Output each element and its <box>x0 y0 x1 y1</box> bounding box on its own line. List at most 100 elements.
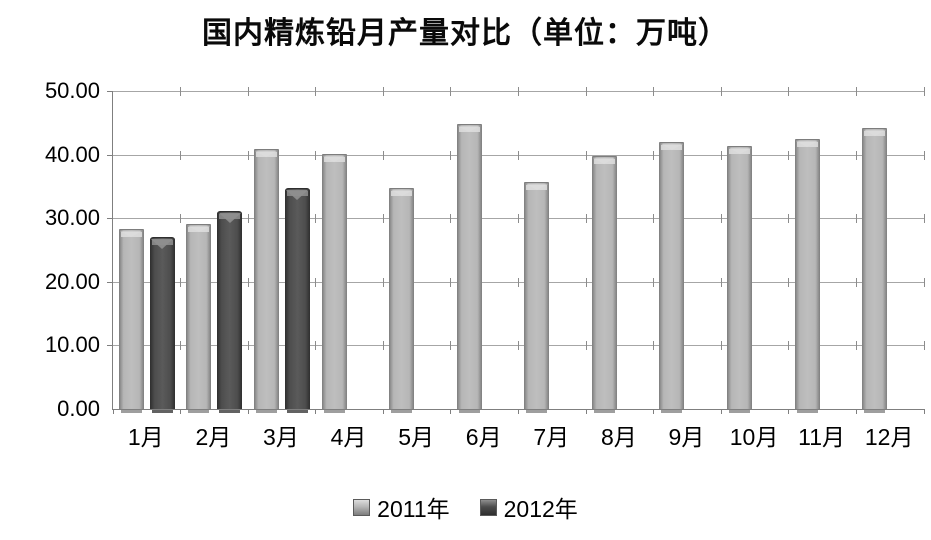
gridline-category-tick <box>653 214 655 224</box>
bar-2011年-12月 <box>862 128 888 413</box>
gridline-category-tick <box>788 150 790 160</box>
bar-2011年-5月 <box>389 187 415 413</box>
bar-foot-shadow <box>864 410 886 413</box>
gridline-category-tick <box>180 277 182 287</box>
x-axis-label: 9月 <box>668 424 705 450</box>
x-axis-tick <box>450 409 452 414</box>
bar-2011年-1月 <box>118 229 144 413</box>
legend-item-2011年: 2011年 <box>353 490 450 524</box>
gridline-category-tick <box>247 214 249 224</box>
gridline-category-tick <box>653 87 655 96</box>
y-axis-tick <box>107 91 112 92</box>
gridline-category-tick <box>315 341 317 351</box>
bar-2011年-7月 <box>524 181 550 413</box>
bar-2011年-6月 <box>456 123 482 413</box>
x-axis-label: 8月 <box>600 424 637 450</box>
gridline-category-tick <box>518 214 519 224</box>
gridline-category-tick <box>653 150 655 160</box>
x-axis-label: 4月 <box>330 424 367 450</box>
gridline-category-tick <box>450 150 452 160</box>
legend: 2011年 2012年 <box>0 490 931 524</box>
bar-2011年-4月 <box>321 153 347 413</box>
x-axis-tick <box>855 409 857 414</box>
legend-label: 2011年 <box>377 496 450 522</box>
bar-2011年-10月 <box>727 145 753 413</box>
bar-top-chevron <box>525 183 548 190</box>
gridline-category-tick <box>720 341 722 351</box>
gridline-category-tick <box>720 214 722 224</box>
x-axis-label: 7月 <box>533 424 570 450</box>
y-axis-label: 10.00 <box>44 332 100 358</box>
gridline-category-tick <box>855 214 857 224</box>
y-axis-label: 50.00 <box>44 78 100 103</box>
bar-foot-shadow <box>286 410 308 413</box>
bar-foot-shadow <box>391 410 413 413</box>
bar-top-chevron <box>286 189 309 200</box>
gridline-category-tick <box>315 214 317 224</box>
gridline-category-tick <box>382 150 384 160</box>
bar-top-chevron <box>218 213 241 224</box>
gridline-category-tick <box>855 341 857 351</box>
x-axis-label: 5月 <box>398 424 435 450</box>
gridline-category-tick <box>720 87 722 96</box>
bar-2011年-2月 <box>186 223 212 413</box>
x-axis-label: 12月 <box>864 424 914 450</box>
bar-foot-shadow <box>255 410 277 413</box>
gridline-category-tick <box>315 150 317 160</box>
x-axis-tick <box>180 409 182 414</box>
plot-area <box>107 87 925 414</box>
bar-top-chevron <box>458 125 481 132</box>
x-axis-tick <box>382 409 384 414</box>
gridline-category-tick <box>247 277 249 287</box>
gridline-category-tick <box>450 341 452 351</box>
y-axis-tick <box>107 281 112 283</box>
x-axis-label: 2月 <box>195 424 232 450</box>
x-axis-tick <box>315 409 317 414</box>
gridline-category-tick <box>788 341 790 351</box>
legend-swatch <box>353 498 371 516</box>
gridline-category-tick <box>855 87 857 96</box>
x-axis-label: 10月 <box>729 424 779 450</box>
x-axis-tick <box>518 409 519 414</box>
x-axis-tick <box>788 409 790 414</box>
gridline-category-tick <box>315 277 317 287</box>
bar-foot-shadow <box>526 410 548 413</box>
bar-top-chevron <box>187 225 210 232</box>
gridline-category-tick <box>518 87 519 96</box>
bar-top-chevron <box>593 158 616 165</box>
x-axis-label: 6月 <box>465 424 502 450</box>
bar-2011年-11月 <box>794 138 820 413</box>
x-axis-tick <box>653 409 655 414</box>
gridline-category-tick <box>382 277 384 287</box>
bar-2012年-3月 <box>284 187 310 413</box>
x-axis-label: 3月 <box>263 424 299 450</box>
gridline-category-tick <box>855 277 857 287</box>
gridline-category-tick <box>450 214 452 224</box>
bar-foot-shadow <box>458 410 480 413</box>
bar-foot-shadow <box>729 410 751 413</box>
gridline-category-tick <box>180 341 182 351</box>
gridline-category-tick <box>382 214 384 224</box>
x-axis-tick <box>923 409 925 414</box>
gridline-category-tick <box>585 277 587 287</box>
bar-foot-shadow <box>219 410 241 413</box>
bar-top-chevron <box>151 238 174 249</box>
chart-title: 国内精炼铅月产量对比（单位：万吨） <box>202 16 729 51</box>
bar-top-chevron <box>796 140 819 147</box>
bar-top-chevron <box>660 144 683 151</box>
y-axis-tick <box>107 154 112 156</box>
x-axis-tick <box>247 409 249 414</box>
gridline-category-tick <box>585 150 587 160</box>
gridline-category-tick <box>382 341 384 351</box>
gridline-category-tick <box>585 87 587 96</box>
gridline-category-tick <box>518 277 519 287</box>
gridline-category-tick <box>923 214 925 224</box>
y-axis-tick <box>107 345 112 347</box>
y-axis-label: 20.00 <box>44 268 100 294</box>
gridline-category-tick <box>788 87 790 96</box>
x-axis-tick <box>720 409 722 414</box>
y-axis-label: 40.00 <box>44 141 100 167</box>
gridline-category-tick <box>788 277 790 287</box>
gridline-category-tick <box>315 87 317 96</box>
